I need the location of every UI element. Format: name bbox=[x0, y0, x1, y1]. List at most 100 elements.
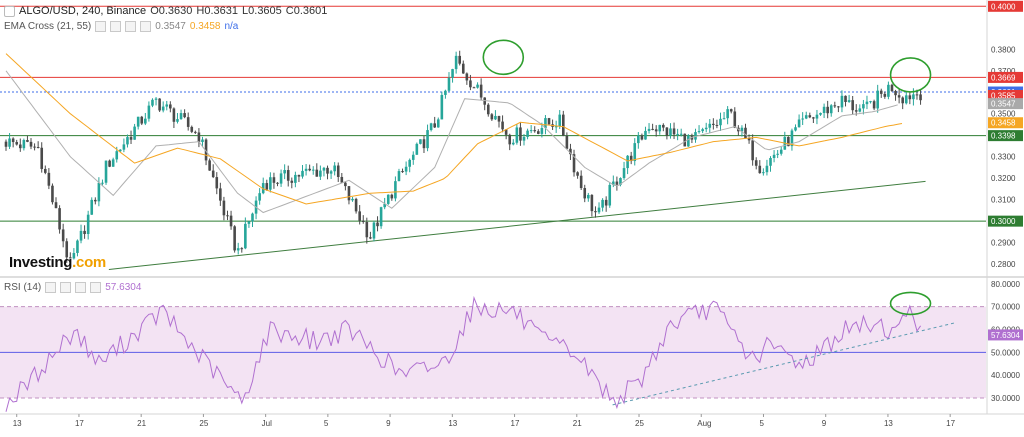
candle-body bbox=[504, 129, 508, 135]
candle-body bbox=[315, 169, 319, 177]
candle-body bbox=[654, 129, 658, 132]
ohlc-high: H0.3631 bbox=[196, 5, 238, 17]
candle-body bbox=[529, 130, 533, 132]
candle-body bbox=[208, 160, 211, 171]
candle-body bbox=[644, 130, 647, 140]
ohlc-open: O0.3630 bbox=[150, 5, 192, 17]
ema-slow-line bbox=[5, 53, 903, 205]
candle-body bbox=[390, 194, 394, 199]
ohlc-open-value: 0.3630 bbox=[158, 5, 193, 17]
candle-body bbox=[272, 177, 276, 183]
candle-body bbox=[351, 198, 354, 201]
rsi-visibility-icon[interactable] bbox=[45, 282, 57, 293]
candle-body bbox=[22, 140, 26, 149]
candle-body bbox=[747, 138, 751, 141]
rsi-trendline bbox=[612, 322, 956, 406]
price-tick-label: 0.3300 bbox=[991, 153, 1016, 162]
chart-legend: ALGO/USD, 240, Binance O0.3630 H0.3631 L… bbox=[4, 5, 327, 17]
candle-body bbox=[465, 73, 469, 81]
price-tick-label: 0.3200 bbox=[991, 174, 1016, 183]
candle-body bbox=[626, 155, 629, 169]
rsi-tick-label: 70.0000 bbox=[991, 303, 1020, 312]
price-label-badge bbox=[988, 89, 1023, 101]
candle-body bbox=[422, 139, 426, 149]
candle-body bbox=[536, 131, 540, 134]
candle-body bbox=[304, 168, 308, 171]
candle-body bbox=[11, 138, 15, 143]
candle-body bbox=[283, 170, 286, 174]
candle-body bbox=[354, 198, 358, 212]
rsi-tick-label: 30.0000 bbox=[991, 394, 1020, 403]
candle-body bbox=[637, 135, 640, 144]
ohlc-low-value: 0.3605 bbox=[248, 5, 282, 17]
candle-body bbox=[844, 95, 847, 102]
candle-body bbox=[201, 139, 204, 143]
candle-body bbox=[269, 177, 272, 190]
candle-body bbox=[826, 106, 829, 114]
rsi-close-icon[interactable] bbox=[75, 282, 87, 293]
candle-body bbox=[401, 171, 404, 173]
candle-body bbox=[386, 194, 390, 204]
candle-body bbox=[619, 178, 622, 185]
candle-body bbox=[897, 95, 901, 98]
candle-body bbox=[554, 126, 558, 128]
candle-body bbox=[708, 123, 712, 128]
visibility-toggle-icon[interactable] bbox=[95, 21, 107, 32]
rsi-more-icon[interactable] bbox=[90, 282, 102, 293]
ema-legend: EMA Cross (21, 55) 0.3547 0.3458 n/a bbox=[4, 21, 238, 32]
candle-body bbox=[240, 248, 244, 250]
more-icon[interactable] bbox=[140, 21, 152, 32]
candle-body bbox=[754, 160, 758, 166]
close-icon[interactable] bbox=[125, 21, 137, 32]
candle-body bbox=[522, 136, 526, 141]
candle-body bbox=[540, 128, 544, 134]
candle-body bbox=[226, 215, 229, 217]
time-tick-label: 5 bbox=[324, 419, 329, 428]
candle-body bbox=[40, 147, 44, 169]
candle-body bbox=[94, 199, 97, 202]
time-tick-label: 13 bbox=[884, 419, 893, 428]
settings-icon[interactable] bbox=[110, 21, 122, 32]
candle-body bbox=[265, 183, 269, 190]
candle-body bbox=[562, 114, 565, 136]
candle-body bbox=[647, 128, 651, 131]
rsi-label-text: 57.6304 bbox=[991, 331, 1020, 340]
candle-body bbox=[547, 118, 551, 125]
candle-body bbox=[258, 193, 261, 201]
rsi-settings-icon[interactable] bbox=[60, 282, 72, 293]
candle-body bbox=[629, 155, 633, 162]
candle-body bbox=[751, 140, 754, 161]
candle-body bbox=[15, 142, 19, 145]
candle-body bbox=[290, 180, 294, 183]
candle-body bbox=[769, 157, 772, 166]
time-tick-label: 25 bbox=[635, 419, 644, 428]
candle-body bbox=[36, 146, 40, 148]
candle-body bbox=[51, 185, 54, 203]
candle-body bbox=[83, 230, 86, 235]
ohlc-open-key: O bbox=[150, 5, 159, 17]
candle-body bbox=[665, 127, 669, 136]
rsi-highlight-circle bbox=[889, 291, 932, 316]
candle-body bbox=[158, 98, 161, 111]
candle-body bbox=[344, 182, 347, 187]
candle-body bbox=[651, 128, 654, 130]
time-tick-label: 13 bbox=[448, 419, 457, 428]
candle-body bbox=[229, 215, 233, 227]
rsi-line bbox=[5, 295, 922, 412]
candle-body bbox=[640, 135, 644, 140]
price-tick-label: 0.3100 bbox=[991, 196, 1016, 205]
candle-body bbox=[415, 143, 419, 155]
candle-body bbox=[833, 105, 837, 107]
candle-body bbox=[765, 165, 769, 173]
candle-body bbox=[61, 229, 65, 242]
candle-body bbox=[901, 97, 904, 104]
collapse-icon[interactable] bbox=[4, 5, 15, 17]
candle-body bbox=[144, 118, 147, 124]
candle-body bbox=[804, 115, 808, 119]
candle-body bbox=[604, 199, 608, 206]
candle-body bbox=[404, 166, 408, 172]
candle-body bbox=[294, 174, 297, 183]
time-tick-label: 9 bbox=[386, 419, 391, 428]
candle-body bbox=[69, 257, 72, 259]
